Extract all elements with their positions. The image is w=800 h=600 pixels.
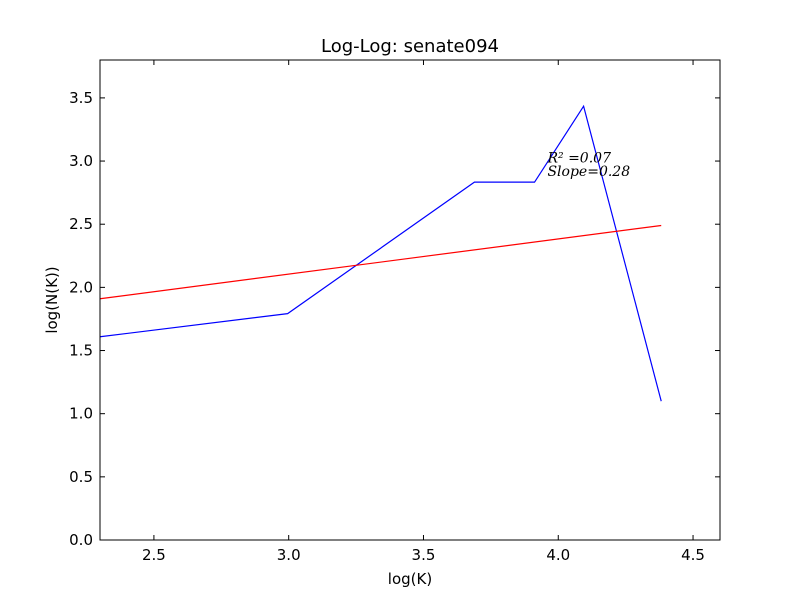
y-axis-label: log(N(K)) xyxy=(43,266,61,333)
x-tick-label: 2.5 xyxy=(142,546,166,564)
x-tick-label: 3.0 xyxy=(277,546,301,564)
series-line-0 xyxy=(99,104,662,402)
annotation-0: R² =0.07 xyxy=(546,150,611,166)
y-tick-label: 3.5 xyxy=(69,89,93,107)
y-tick-label: 3.0 xyxy=(69,152,93,170)
y-tick-layer: 0.0 0.5 1.0 1.5 2.0 2.5 3.0 3.5 xyxy=(69,89,720,549)
series-layer xyxy=(99,104,662,402)
plot-area xyxy=(100,60,720,540)
x-tick-layer: 2.5 3.0 3.5 4.0 4.5 xyxy=(142,60,705,564)
y-tick-label: 1.5 xyxy=(69,342,93,360)
x-axis-label: log(K) xyxy=(388,570,432,588)
x-tick-label: 3.5 xyxy=(412,546,436,564)
y-tick-label: 0.0 xyxy=(69,531,93,549)
y-tick-label: 1.0 xyxy=(69,405,93,423)
series-line-1 xyxy=(99,224,662,300)
chart-title: Log-Log: senate094 xyxy=(321,36,499,57)
y-tick-label: 0.5 xyxy=(69,468,93,486)
plot-frame xyxy=(99,59,721,541)
y-tick-label: 2.5 xyxy=(69,215,93,233)
y-tick-label: 2.0 xyxy=(69,278,93,296)
x-tick-label: 4.5 xyxy=(681,546,705,564)
x-tick-label: 4.0 xyxy=(546,546,570,564)
annotation-1: Slope=0.28 xyxy=(547,164,630,180)
